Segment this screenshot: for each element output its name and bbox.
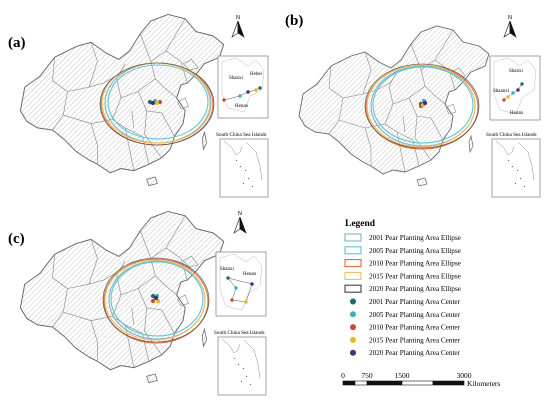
panel-a: (a) N Shanxi Hebei Henan bbox=[8, 13, 269, 198]
legend-ellipse-swatch bbox=[344, 271, 362, 280]
svg-text:Shaanxi: Shaanxi bbox=[493, 89, 510, 94]
scale-bar: 0 750 1500 3000 Kilometers bbox=[341, 371, 500, 388]
ellipse-2020-a bbox=[99, 62, 215, 146]
north-arrow-icon bbox=[509, 20, 517, 38]
legend-ellipse-swatch bbox=[344, 233, 362, 242]
legend-item-label: 2005 Pear Planting Area Center bbox=[369, 311, 461, 319]
legend-ellipse-swatch bbox=[344, 284, 362, 293]
scale-tick: 0 bbox=[341, 371, 345, 380]
legend-center-dot bbox=[350, 324, 356, 331]
north-arrow-a: N bbox=[231, 15, 245, 38]
legend-item-label: 2010 Pear Planting Area Center bbox=[369, 324, 461, 332]
legend-item: 2001 Pear Planting Area Ellipse bbox=[344, 233, 461, 242]
legend-item: 2015 Pear Planting Area Ellipse bbox=[344, 271, 461, 280]
svg-text:N: N bbox=[508, 15, 512, 21]
legend-center-dot bbox=[350, 349, 356, 356]
legend-item: 2010 Pear Planting Area Ellipse bbox=[344, 259, 461, 268]
china-map-c bbox=[19, 210, 225, 384]
south-china-sea-inset-a: South China Sea Islands bbox=[216, 132, 269, 198]
centers-b bbox=[418, 98, 428, 109]
china-map-a bbox=[19, 13, 225, 187]
svg-text:South China Sea Islands: South China Sea Islands bbox=[214, 330, 265, 336]
legend-item-label: 2010 Pear Planting Area Ellipse bbox=[369, 260, 461, 268]
legend-center-dot bbox=[350, 298, 356, 305]
inset-caption: South China Sea Islands bbox=[216, 132, 267, 138]
panel-label-c: (c) bbox=[8, 231, 25, 247]
china-map-b bbox=[298, 25, 490, 187]
south-china-sea-inset-b: South China Sea Islands bbox=[486, 132, 541, 198]
legend-ellipse-swatch bbox=[344, 259, 362, 268]
scale-tick: 1500 bbox=[395, 371, 410, 380]
inset-place: Henan bbox=[235, 104, 249, 109]
north-arrow-icon bbox=[237, 20, 245, 38]
panel-c: (c) N Shanxi Henan bbox=[8, 210, 267, 396]
center-2015-a bbox=[154, 100, 160, 106]
legend-title: Legend bbox=[345, 219, 376, 229]
legend-item-label: 2001 Pear Planting Area Ellipse bbox=[369, 234, 461, 242]
ellipses-b bbox=[364, 63, 480, 150]
ellipses-c bbox=[102, 257, 210, 344]
scale-tick: 3000 bbox=[457, 371, 472, 380]
legend-ellipse-swatch bbox=[344, 246, 362, 255]
panel-label-a: (a) bbox=[8, 35, 26, 51]
legend-item: 2020 Pear Planting Area Ellipse bbox=[344, 284, 461, 293]
inset-place: Hebei bbox=[250, 72, 263, 77]
legend-item-label: 2001 Pear Planting Area Center bbox=[369, 298, 461, 306]
north-arrow-icon bbox=[231, 20, 239, 38]
legend-item-label: 2020 Pear Planting Area Center bbox=[369, 349, 461, 357]
legend-item-label: 2015 Pear Planting Area Ellipse bbox=[369, 272, 461, 280]
north-label-a: N bbox=[236, 15, 240, 21]
north-arrow-icon bbox=[239, 216, 247, 234]
legend: Legend 2001 Pear Planting Area Ellipse 20… bbox=[344, 219, 461, 357]
legend-center-dot bbox=[350, 336, 356, 343]
south-china-sea-inset-c: South China Sea Islands bbox=[214, 330, 267, 396]
scale-tick: 750 bbox=[361, 371, 373, 380]
svg-text:Henan: Henan bbox=[510, 111, 524, 116]
legend-item: 2005 Pear Planting Area Ellipse bbox=[344, 246, 461, 255]
svg-text:Henan: Henan bbox=[243, 272, 257, 277]
legend-item-label: 2015 Pear Planting Area Center bbox=[369, 336, 461, 344]
centers-c bbox=[150, 293, 161, 304]
legend-item: 2015 Pear Planting Area Center bbox=[350, 336, 461, 344]
svg-text:N: N bbox=[238, 211, 242, 217]
ellipses-a bbox=[99, 62, 215, 146]
center-track-inset-a: Shanxi Hebei Henan bbox=[217, 55, 269, 119]
north-arrow-c: N bbox=[233, 211, 247, 234]
svg-text:Shanxi: Shanxi bbox=[509, 69, 524, 74]
legend-item-label: 2005 Pear Planting Area Ellipse bbox=[369, 247, 461, 255]
legend-item-label: 2020 Pear Planting Area Ellipse bbox=[369, 285, 461, 293]
center-track-inset-b: Shanxi Shaanxi Henan bbox=[489, 55, 541, 121]
north-arrow-b: N bbox=[503, 15, 517, 38]
svg-text:South China Sea Islands: South China Sea Islands bbox=[486, 132, 537, 138]
center-2020-a bbox=[150, 100, 156, 106]
panel-label-b: (b) bbox=[285, 13, 303, 29]
legend-item: 2010 Pear Planting Area Center bbox=[350, 324, 461, 332]
scale-unit: Kilometers bbox=[467, 379, 500, 388]
legend-item: 2005 Pear Planting Area Center bbox=[350, 311, 461, 319]
legend-item: 2001 Pear Planting Area Center bbox=[350, 298, 461, 306]
svg-text:Shanxi: Shanxi bbox=[220, 267, 235, 272]
centers-a bbox=[147, 98, 163, 106]
center-track-inset-c: Shanxi Henan bbox=[215, 251, 267, 317]
legend-item: 2020 Pear Planting Area Center bbox=[350, 349, 461, 357]
north-arrow-icon bbox=[233, 216, 241, 234]
ellipse-2005-a bbox=[107, 64, 209, 140]
north-arrow-icon bbox=[503, 20, 511, 38]
legend-center-dot bbox=[350, 311, 356, 318]
inset-place: Shanxi bbox=[229, 76, 244, 81]
panel-b: (b) N Shanxi Shaanxi Henan bbox=[285, 13, 541, 198]
